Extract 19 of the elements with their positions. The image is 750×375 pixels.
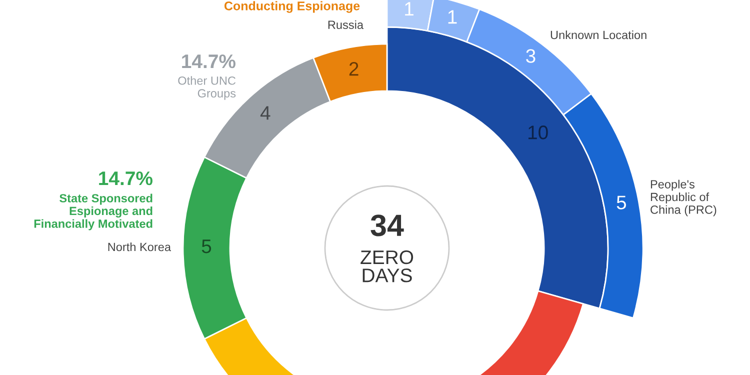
text: 34: [370, 214, 404, 236]
text: 14.7%: [182, 54, 236, 68]
slice-label: North Korea: [108, 242, 172, 252]
data-label: 4: [260, 106, 270, 120]
data-label: 5: [202, 240, 212, 254]
text: People's Republic of China (PRC): [650, 180, 716, 216]
data-label: 1: [448, 10, 457, 24]
text: Other UNC Groups: [178, 76, 236, 100]
data-label: 5: [616, 196, 626, 210]
text: Conducting Espionage: [224, 1, 360, 13]
data-label: 3: [526, 49, 536, 63]
data-label: 1: [405, 2, 414, 16]
slice-label: Russia: [328, 20, 364, 30]
data-label: 2: [349, 62, 358, 76]
text: 14.7%: [99, 172, 152, 186]
text: State Sponsored Espionage and Financially Motivated: [34, 194, 152, 230]
text: ZERO DAYS: [360, 250, 414, 282]
text: Unknown Location: [550, 30, 646, 40]
data-label: 10: [528, 126, 548, 140]
